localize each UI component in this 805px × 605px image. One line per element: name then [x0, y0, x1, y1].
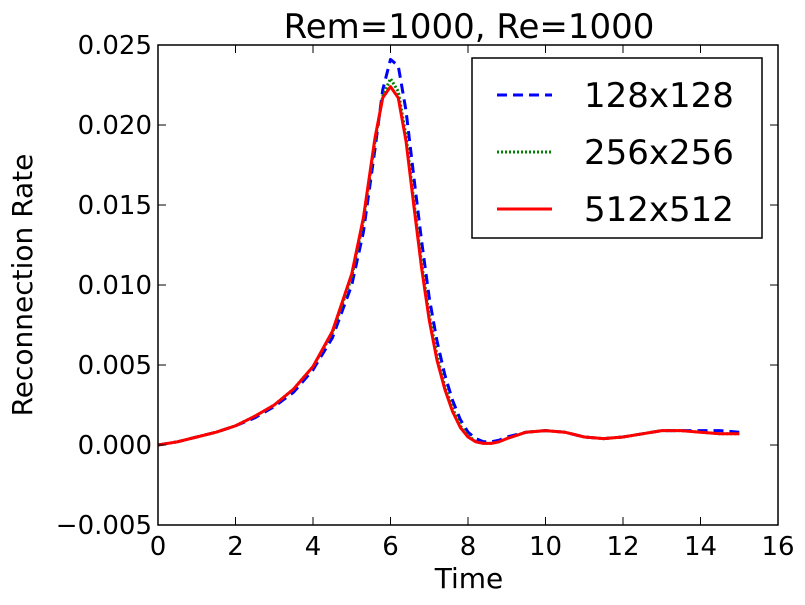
x-tick-label: 16: [761, 532, 794, 562]
x-tick-label: 12: [606, 532, 639, 562]
x-tick-label: 14: [684, 532, 717, 562]
y-tick-label: 0.025: [78, 31, 152, 61]
y-tick-label: 0.015: [78, 191, 152, 221]
legend-label: 128x128: [584, 76, 734, 116]
x-axis: 0 2 4 6 8 10 12 14 16: [150, 45, 795, 562]
x-axis-label: Time: [434, 562, 504, 595]
legend-label: 256x256: [584, 133, 734, 173]
x-tick-label: 4: [305, 532, 322, 562]
x-tick-label: 6: [382, 532, 399, 562]
y-axis: −0.005 0.000 0.005 0.010 0.015 0.020 0.025: [56, 31, 778, 541]
legend-label: 512x512: [584, 190, 734, 230]
series-line-512x512: [158, 85, 740, 447]
y-tick-label: 0.020: [78, 111, 152, 141]
x-tick-label: 2: [227, 532, 244, 562]
y-tick-label: 0.005: [78, 351, 152, 381]
x-tick-label: 0: [150, 532, 167, 562]
y-tick-label: 0.000: [78, 431, 152, 461]
legend: 128x128 256x256 512x512: [471, 57, 763, 239]
y-axis-label: Reconnection Rate: [6, 154, 39, 417]
chart-title: Rem=1000, Re=1000: [284, 7, 655, 47]
y-tick-label: −0.005: [56, 511, 152, 541]
x-tick-label: 8: [460, 532, 477, 562]
y-tick-label: 0.010: [78, 271, 152, 301]
x-tick-label: 10: [529, 532, 562, 562]
